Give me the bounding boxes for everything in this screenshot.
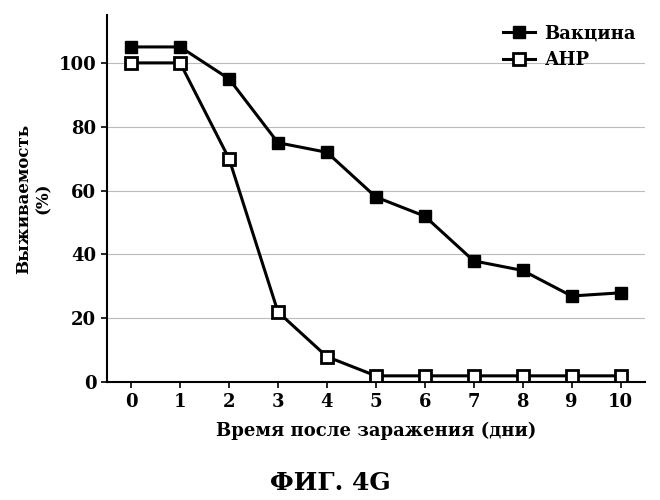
- Text: ФИГ. 4G: ФИГ. 4G: [270, 471, 390, 495]
- Legend: Вакцина, АНР: Вакцина, АНР: [503, 24, 636, 69]
- X-axis label: Время после заражения (дни): Время после заражения (дни): [216, 422, 536, 440]
- Y-axis label: Выживаемость
(%): Выживаемость (%): [15, 124, 51, 274]
